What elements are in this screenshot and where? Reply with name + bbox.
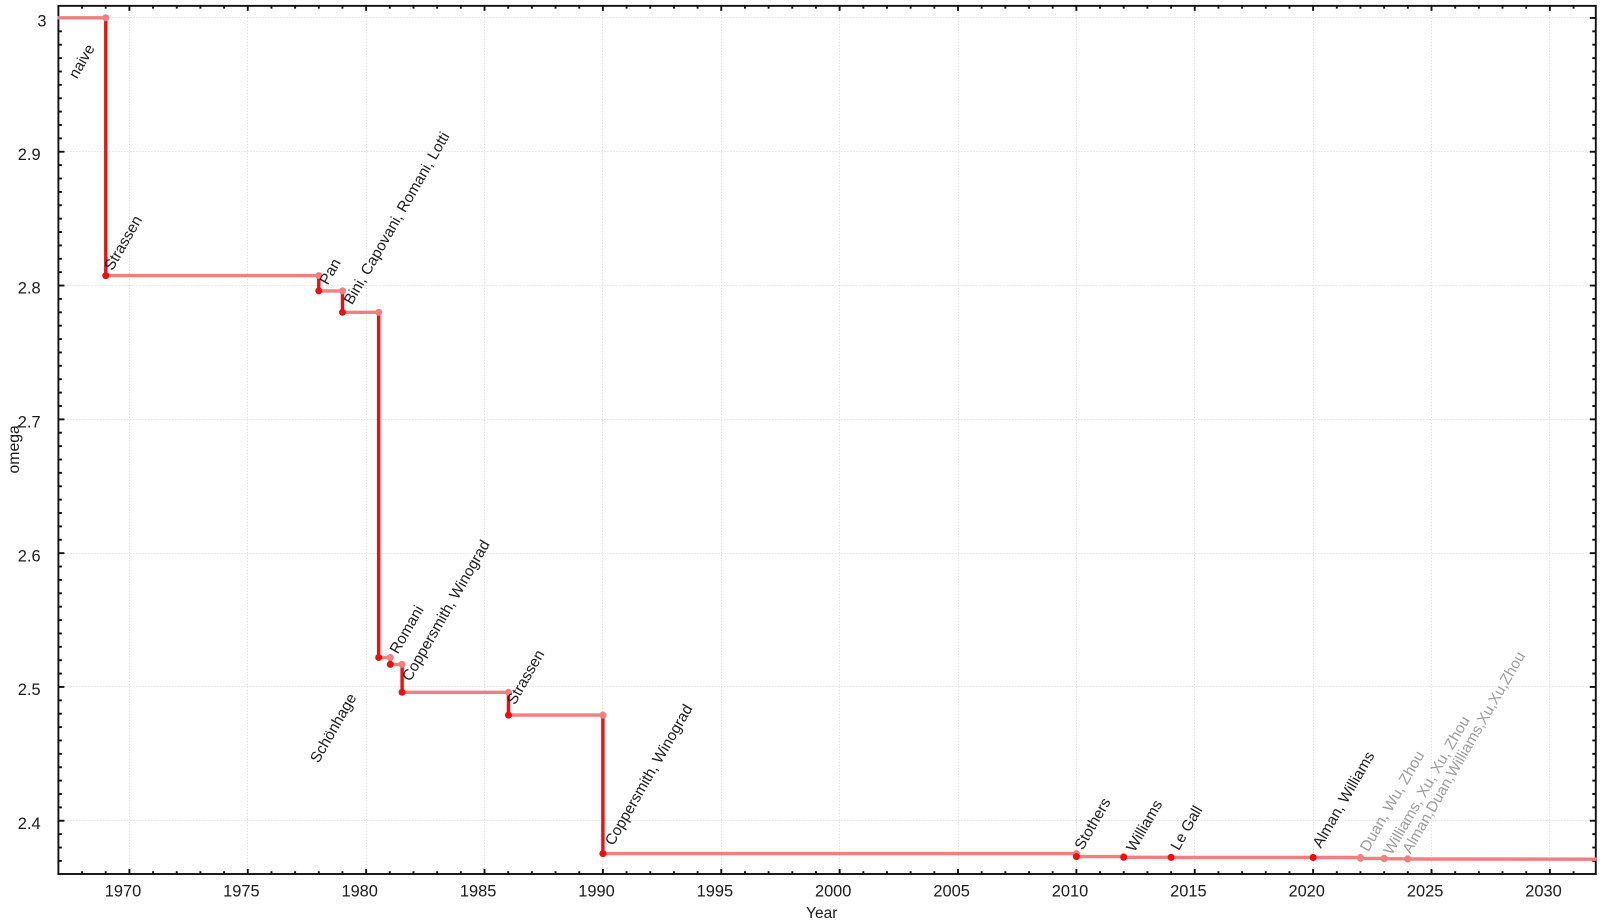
svg-text:1975: 1975 bbox=[223, 883, 259, 901]
svg-text:1970: 1970 bbox=[105, 883, 141, 901]
svg-text:2010: 2010 bbox=[1052, 883, 1088, 901]
svg-text:1995: 1995 bbox=[697, 883, 733, 901]
svg-text:2000: 2000 bbox=[815, 883, 851, 901]
svg-text:2.6: 2.6 bbox=[18, 547, 41, 565]
svg-text:Year: Year bbox=[806, 905, 837, 920]
svg-text:2020: 2020 bbox=[1288, 883, 1324, 901]
svg-text:1990: 1990 bbox=[578, 883, 614, 901]
svg-text:2.7: 2.7 bbox=[18, 414, 41, 432]
svg-text:omega: omega bbox=[6, 425, 23, 474]
svg-text:1985: 1985 bbox=[460, 883, 496, 901]
svg-text:2.8: 2.8 bbox=[18, 280, 41, 298]
svg-text:2.5: 2.5 bbox=[18, 681, 41, 699]
svg-text:2030: 2030 bbox=[1525, 883, 1561, 901]
svg-text:1980: 1980 bbox=[341, 883, 377, 901]
svg-text:2025: 2025 bbox=[1407, 883, 1443, 901]
svg-text:2.4: 2.4 bbox=[18, 815, 41, 833]
svg-text:2005: 2005 bbox=[933, 883, 969, 901]
svg-text:2015: 2015 bbox=[1170, 883, 1206, 901]
svg-text:2.9: 2.9 bbox=[18, 146, 41, 164]
svg-text:3: 3 bbox=[37, 12, 46, 30]
